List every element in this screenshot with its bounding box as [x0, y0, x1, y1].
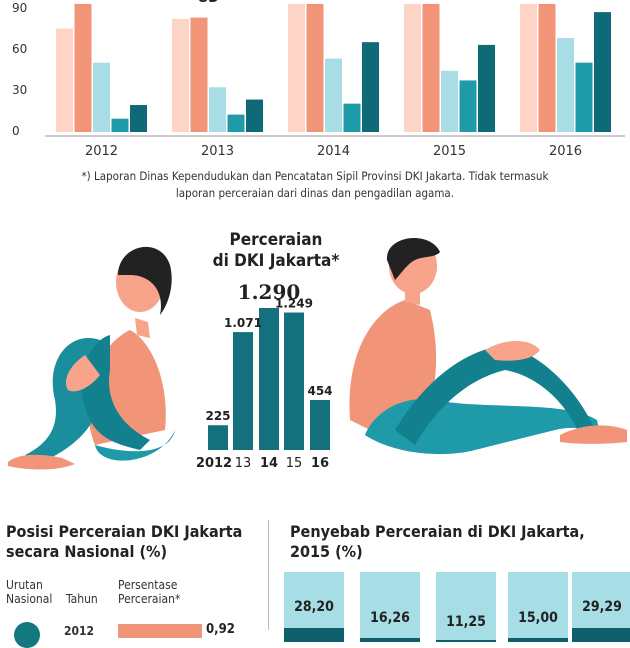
bar: [404, 3, 421, 133]
bar: [93, 62, 110, 132]
cause-bar: [436, 640, 496, 642]
column-header-percentage-line-2: Perceraian*: [118, 592, 181, 606]
bar: [343, 103, 361, 132]
bar: [306, 3, 324, 133]
cause-value: 29,29: [582, 599, 622, 615]
bar: [74, 3, 92, 133]
position-row-year: 2012: [64, 624, 95, 638]
divorce-chart-title-line-1: Perceraian: [229, 230, 323, 250]
rank-circle-icon: [14, 622, 40, 648]
position-row-bar: [118, 624, 202, 638]
cause-value: 28,20: [294, 599, 334, 615]
y-tick-label: 0: [12, 124, 20, 138]
footnote: *) Laporan Dinas Kependudukan dan Pencat…: [20, 168, 610, 202]
column-header-year: Tahun: [66, 592, 98, 606]
national-position-title: Posisi Perceraian DKI Jakarta secara Nas…: [6, 522, 266, 562]
sitting-woman-illustration: [8, 246, 175, 470]
bar: [172, 18, 189, 132]
cause-bar: [508, 638, 568, 642]
x-tick-label: 16: [311, 456, 329, 471]
cause-bar: [360, 638, 420, 642]
cause-bar: [572, 628, 630, 642]
bar: [478, 44, 495, 132]
bar: [111, 118, 129, 132]
column-header-rank-line-2: Nasional: [6, 592, 53, 606]
x-tick-label: 2012: [85, 144, 118, 159]
footnote-line-2: laporan perceraian dari dinas dan pengad…: [175, 186, 455, 200]
cause-bar: [284, 628, 344, 642]
divorce-chart-title: Perceraian di DKI Jakarta*: [196, 230, 356, 272]
bar: [459, 80, 477, 132]
x-tick-label: 15: [286, 456, 303, 471]
data-label: 225: [205, 409, 230, 423]
x-tick-label: 2016: [549, 144, 582, 159]
cause-box: 29,29: [572, 572, 630, 642]
x-tick-label: 13: [235, 456, 252, 471]
cause-value: 11,25: [446, 614, 486, 630]
bar: [259, 308, 279, 450]
bar: [538, 3, 556, 133]
bar: [422, 3, 440, 133]
column-header-percentage-line-1: Persentase: [118, 578, 178, 592]
section-divider: [268, 520, 269, 630]
x-tick-label: 2014: [317, 144, 350, 159]
bar: [190, 17, 208, 132]
cause-box: 11,25: [436, 572, 496, 642]
y-tick-label: 30: [12, 83, 27, 97]
bar: [208, 425, 228, 450]
x-tick-label: 2015: [433, 144, 466, 159]
bar: [284, 312, 304, 450]
bar: [362, 42, 379, 132]
bar: [325, 58, 342, 132]
divorce-causes-title-line-1: Penyebab Perceraian di DKI Jakarta,: [290, 522, 585, 541]
bar: [441, 70, 458, 132]
x-tick-label: 2012: [196, 456, 232, 471]
bar: [246, 99, 263, 132]
bar: [233, 332, 253, 450]
bar: [594, 12, 611, 133]
data-label: 1.249: [275, 297, 313, 311]
national-position-title-line-2: secara Nasional (%): [6, 542, 168, 561]
data-label: 454: [307, 384, 332, 398]
bar: [56, 28, 73, 132]
column-header-rank: Urutan Nasional: [6, 578, 52, 606]
cause-box: 28,20: [284, 572, 344, 642]
bar: [557, 38, 574, 132]
bar: [130, 105, 147, 132]
data-label: 1.071: [224, 316, 262, 330]
top-grouped-bar-chart: 0 30 60 90 2012 2013 2014 2015 2016 83: [12, 0, 625, 159]
national-position-title-line-1: Posisi Perceraian DKI Jakarta: [6, 522, 243, 541]
column-header-year-text: Tahun: [66, 592, 98, 606]
bar: [209, 87, 226, 132]
sitting-man-illustration: [349, 238, 627, 455]
x-tick-label: 14: [260, 456, 278, 471]
bar: [288, 3, 305, 133]
bar: [575, 62, 593, 132]
divorce-causes-title: Penyebab Perceraian di DKI Jakarta, 2015…: [290, 522, 630, 562]
cause-box: 16,26: [360, 572, 420, 642]
bar: [310, 400, 330, 450]
bar: [520, 3, 537, 133]
data-label-partial: 83: [198, 0, 219, 6]
divorce-chart-title-line-2: di DKI Jakarta*: [212, 251, 340, 271]
divorce-causes-title-line-2: 2015 (%): [290, 542, 363, 561]
cause-value: 15,00: [518, 610, 558, 626]
x-tick-label: 2013: [201, 144, 234, 159]
footnote-line-1: *) Laporan Dinas Kependudukan dan Pencat…: [81, 169, 549, 183]
cause-box: 15,00: [508, 572, 568, 642]
column-header-rank-line-1: Urutan: [6, 578, 43, 592]
y-tick-label: 60: [12, 42, 27, 56]
cause-value: 16,26: [370, 610, 410, 626]
bar: [227, 114, 245, 132]
data-label: 1.290: [238, 280, 301, 304]
y-tick-label: 90: [12, 1, 27, 15]
column-header-percentage: Persentase Perceraian*: [118, 578, 180, 606]
